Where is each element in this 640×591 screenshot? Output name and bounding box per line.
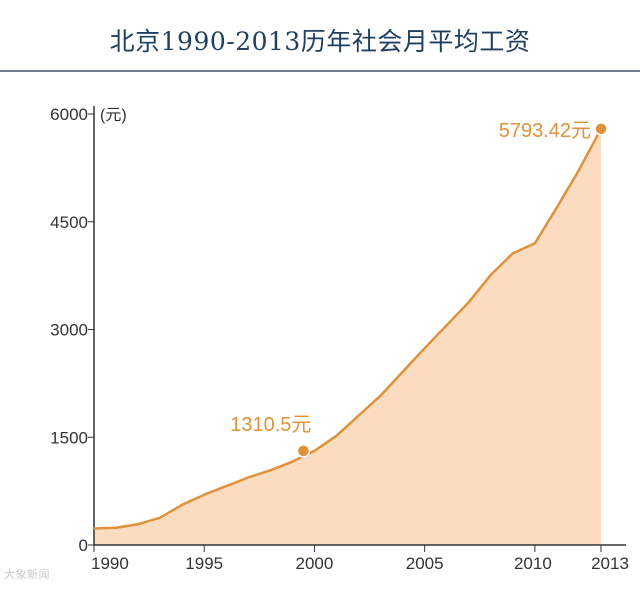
- data-point-1995: [203, 493, 206, 496]
- annotation-label-0: 1310.5元: [230, 414, 311, 436]
- title-divider: [0, 70, 640, 72]
- data-point-1993: [159, 516, 161, 519]
- data-point-2001: [335, 435, 338, 437]
- y-tick-label-6000: 6000: [50, 105, 88, 124]
- data-point-2005: [423, 347, 426, 349]
- y-tick-label-1500: 1500: [50, 428, 88, 447]
- x-tick-label-2005: 2005: [406, 554, 444, 573]
- data-point-1997: [247, 476, 250, 479]
- data-point-2009: [512, 252, 514, 255]
- y-tick-label-3000: 3000: [50, 321, 88, 340]
- data-point-2010: [534, 242, 536, 245]
- x-tick-label-1995: 1995: [185, 554, 223, 573]
- x-tick-label-1990: 1990: [91, 554, 129, 573]
- data-point-1996: [225, 485, 228, 487]
- series-line: [93, 128, 603, 530]
- data-point-2000: [313, 450, 316, 452]
- x-tick-label-2000: 2000: [296, 554, 334, 573]
- series-area: [94, 128, 601, 545]
- data-point-2012: [578, 169, 580, 171]
- x-tick-label-2013: 2013: [591, 554, 629, 573]
- data-point-2008: [489, 274, 492, 276]
- data-point-1994: [181, 503, 183, 506]
- data-point-2002: [357, 414, 360, 417]
- data-point-2004: [401, 371, 404, 373]
- data-point-1990: [93, 527, 95, 530]
- annotation-label-1: 5793.42元: [499, 120, 591, 142]
- data-point-2011: [556, 206, 558, 209]
- annotation-marker-0: [296, 444, 311, 458]
- y-tick-label-0: 0: [79, 536, 88, 555]
- chart-title: 北京1990-2013历年社会月平均工资: [109, 27, 531, 56]
- data-point-1999: [291, 460, 294, 463]
- data-point-2003: [379, 394, 382, 397]
- annotation-marker-1: [594, 122, 608, 136]
- y-tick-label-4500: 4500: [50, 213, 88, 232]
- data-point-1998: [269, 469, 272, 472]
- data-point-2007: [467, 301, 470, 304]
- x-tick-label-2010: 2010: [514, 554, 552, 573]
- data-point-1991: [115, 526, 117, 529]
- y-unit-label: (元): [100, 107, 127, 124]
- data-point-2006: [445, 324, 448, 326]
- data-point-1992: [137, 523, 139, 525]
- watermark: 大象新闻: [4, 568, 50, 581]
